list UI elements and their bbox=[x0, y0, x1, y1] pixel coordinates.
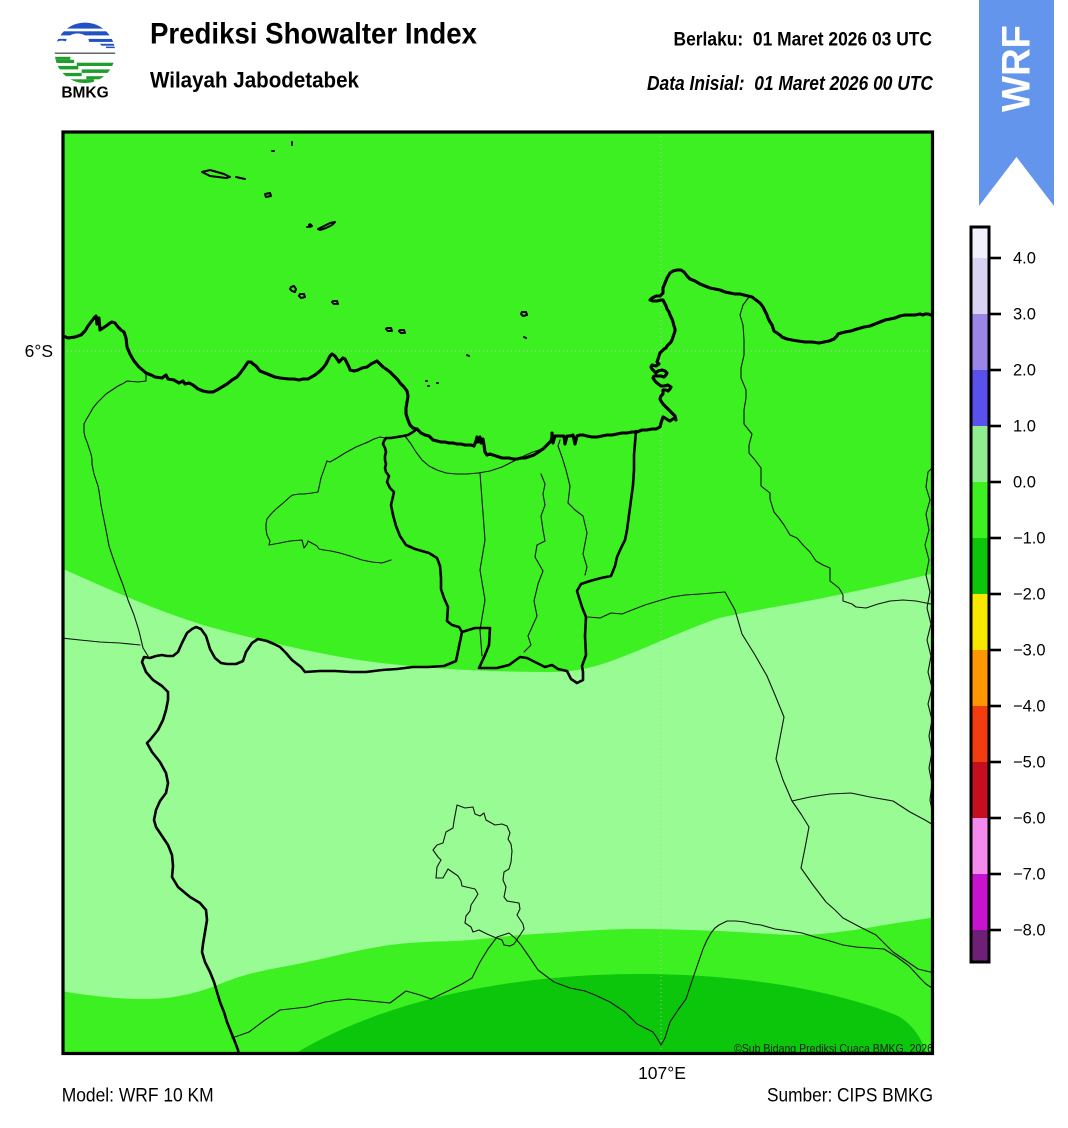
svg-text:−7.0: −7.0 bbox=[1013, 866, 1046, 884]
svg-text:−1.0: −1.0 bbox=[1013, 530, 1046, 548]
svg-text:107°E: 107°E bbox=[638, 1063, 686, 1083]
svg-text:Data Inisial: 01 Maret 2026 0: Data Inisial: 01 Maret 2026 00 UTC bbox=[647, 73, 933, 95]
svg-text:Prediksi Showalter Index: Prediksi Showalter Index bbox=[150, 18, 478, 51]
svg-text:−3.0: −3.0 bbox=[1013, 642, 1046, 660]
svg-text:6°S: 6°S bbox=[25, 341, 53, 361]
svg-text:1.0: 1.0 bbox=[1013, 418, 1036, 436]
svg-text:©Sub Bidang Prediksi Cuaca BMK: ©Sub Bidang Prediksi Cuaca BMKG, 2026 bbox=[734, 1042, 933, 1056]
svg-text:WRF: WRF bbox=[995, 25, 1039, 112]
svg-text:4.0: 4.0 bbox=[1013, 250, 1036, 268]
svg-text:−6.0: −6.0 bbox=[1013, 810, 1046, 828]
svg-text:−4.0: −4.0 bbox=[1013, 698, 1046, 716]
svg-text:3.0: 3.0 bbox=[1013, 306, 1036, 324]
svg-text:0.0: 0.0 bbox=[1013, 474, 1036, 492]
svg-text:Wilayah Jabodetabek: Wilayah Jabodetabek bbox=[150, 68, 360, 93]
svg-text:Sumber: CIPS BMKG: Sumber: CIPS BMKG bbox=[767, 1085, 933, 1107]
svg-text:Model: WRF 10 KM: Model: WRF 10 KM bbox=[62, 1085, 214, 1107]
svg-text:BMKG: BMKG bbox=[61, 85, 108, 102]
svg-text:−5.0: −5.0 bbox=[1013, 754, 1046, 772]
svg-text:−2.0: −2.0 bbox=[1013, 586, 1046, 604]
svg-text:−8.0: −8.0 bbox=[1013, 922, 1046, 940]
svg-text:Berlaku: 01 Maret 2026 03 UTC: Berlaku: 01 Maret 2026 03 UTC bbox=[674, 29, 933, 51]
svg-text:2.0: 2.0 bbox=[1013, 362, 1036, 380]
